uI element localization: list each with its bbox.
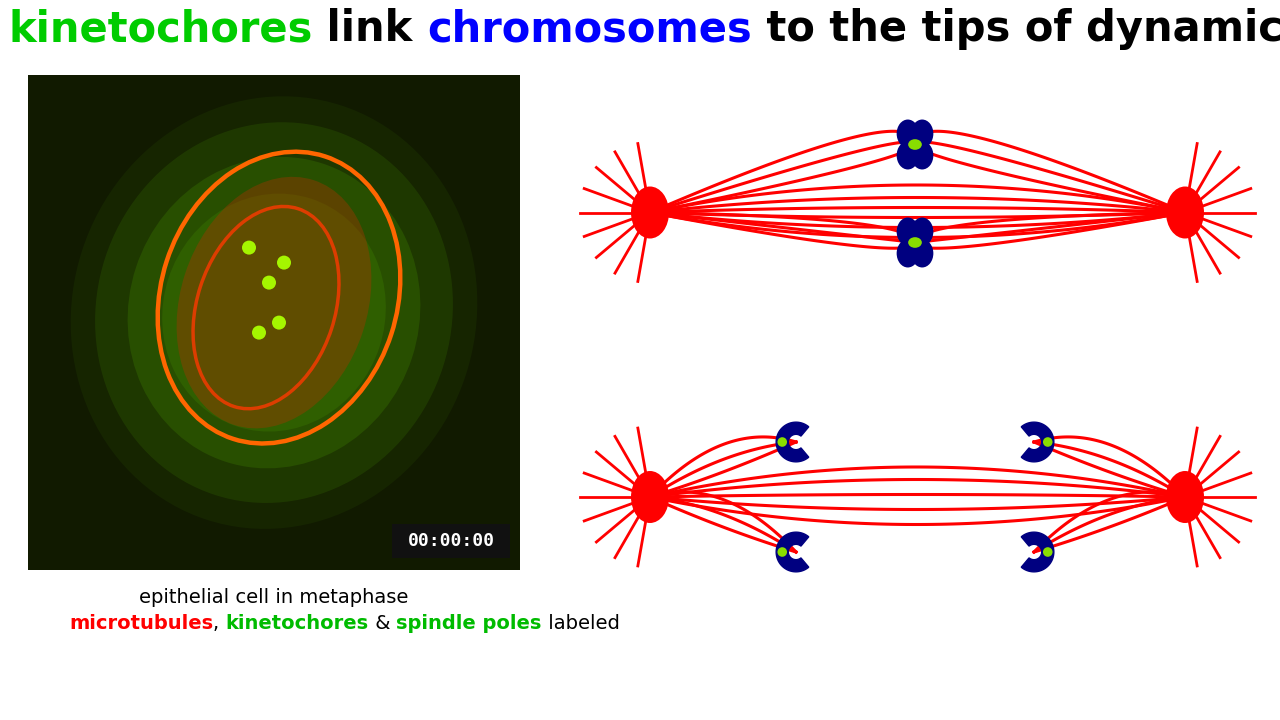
Ellipse shape	[911, 239, 933, 267]
Ellipse shape	[1166, 471, 1204, 523]
Text: epithelial cell in metaphase: epithelial cell in metaphase	[140, 588, 408, 607]
Polygon shape	[776, 422, 809, 462]
Text: kinetochores: kinetochores	[225, 614, 369, 633]
Ellipse shape	[1043, 547, 1052, 557]
Text: microtubules: microtubules	[69, 614, 214, 633]
Text: spindle poles: spindle poles	[397, 614, 541, 633]
Ellipse shape	[908, 237, 922, 248]
Ellipse shape	[163, 194, 385, 431]
Ellipse shape	[95, 122, 453, 503]
Ellipse shape	[908, 137, 923, 153]
Ellipse shape	[1043, 437, 1052, 447]
Ellipse shape	[242, 240, 256, 255]
Ellipse shape	[908, 139, 922, 150]
FancyBboxPatch shape	[392, 524, 509, 558]
Ellipse shape	[897, 217, 919, 246]
Text: kinetochores: kinetochores	[8, 8, 312, 50]
FancyBboxPatch shape	[28, 75, 520, 570]
Ellipse shape	[911, 217, 933, 246]
Ellipse shape	[128, 157, 420, 468]
Ellipse shape	[177, 177, 371, 428]
Text: &: &	[369, 614, 397, 633]
Ellipse shape	[1166, 186, 1204, 238]
Ellipse shape	[777, 547, 787, 557]
Text: ,: ,	[214, 614, 225, 633]
Text: link: link	[312, 8, 428, 50]
Text: chromosomes: chromosomes	[428, 8, 751, 50]
Polygon shape	[1021, 422, 1053, 462]
Ellipse shape	[276, 256, 291, 269]
Polygon shape	[776, 532, 809, 572]
Ellipse shape	[70, 96, 477, 529]
Ellipse shape	[897, 120, 919, 148]
Ellipse shape	[252, 325, 266, 340]
Polygon shape	[1021, 532, 1053, 572]
Ellipse shape	[897, 239, 919, 267]
Ellipse shape	[777, 437, 787, 447]
Ellipse shape	[897, 141, 919, 169]
Text: 00:00:00: 00:00:00	[407, 532, 494, 550]
Text: labeled: labeled	[541, 614, 620, 633]
Ellipse shape	[273, 315, 285, 330]
Ellipse shape	[262, 276, 276, 289]
Text: to the tips of dynamic: to the tips of dynamic	[751, 8, 1280, 50]
Ellipse shape	[631, 471, 669, 523]
Ellipse shape	[908, 235, 923, 251]
Ellipse shape	[631, 186, 669, 238]
Ellipse shape	[911, 120, 933, 148]
Ellipse shape	[911, 141, 933, 169]
